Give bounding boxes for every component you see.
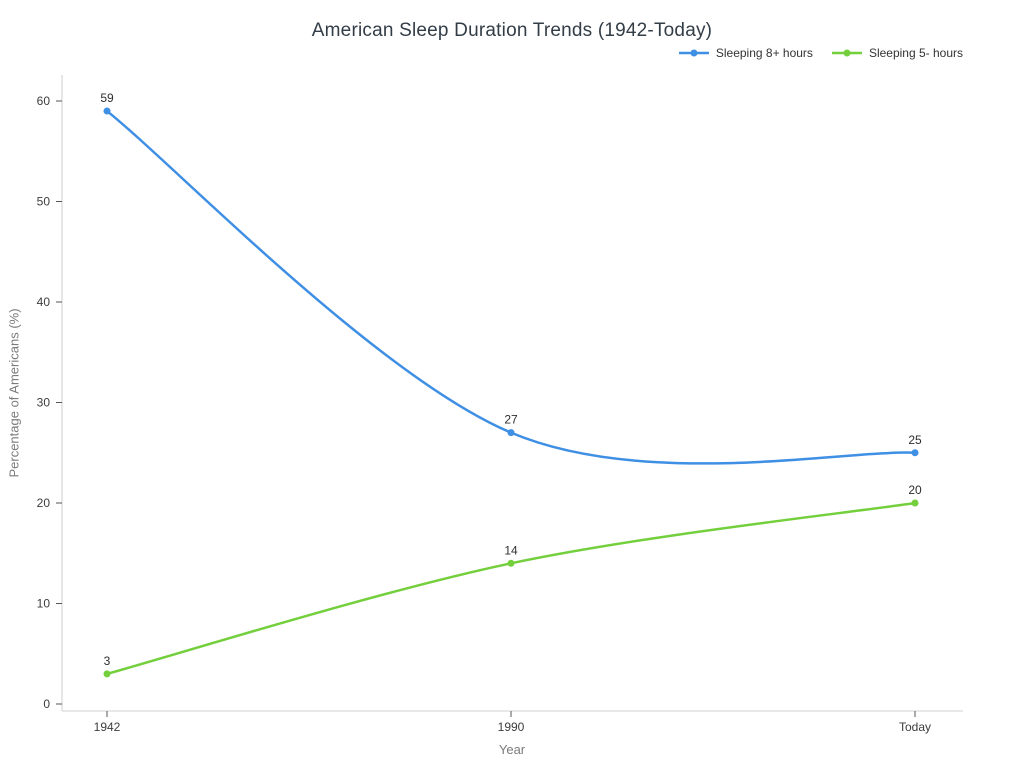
data-point[interactable] — [507, 559, 515, 567]
legend-item-sleeping-8plus[interactable]: Sleeping 8+ hours — [678, 46, 813, 60]
y-tick-label: 60 — [37, 94, 51, 108]
series-line-0 — [105, 109, 917, 465]
legend-label: Sleeping 5- hours — [868, 46, 963, 60]
y-tick-label: 30 — [37, 396, 51, 410]
series-line-1 — [105, 501, 917, 676]
chart-title: American Sleep Duration Trends (1942-Tod… — [311, 20, 713, 41]
y-tick-label: 40 — [37, 295, 51, 309]
data-point[interactable] — [507, 429, 515, 437]
x-axis-title: Year — [498, 742, 526, 757]
data-point[interactable] — [103, 670, 111, 678]
y-axis-title: Percentage of Americans (%) — [6, 308, 22, 478]
point-label: 27 — [504, 413, 518, 427]
y-tick-label: 0 — [43, 697, 50, 711]
x-tick-label: 1942 — [94, 720, 121, 734]
legend-label: Sleeping 8+ hours — [715, 46, 813, 60]
point-label: 14 — [504, 543, 518, 557]
data-point[interactable] — [103, 107, 111, 115]
point-label: 20 — [908, 483, 922, 497]
legend-swatch — [831, 49, 862, 57]
legend-swatch — [678, 49, 709, 57]
data-point[interactable] — [911, 449, 919, 457]
y-tick-label: 50 — [37, 195, 51, 209]
x-tick-label: Today — [899, 720, 931, 734]
y-tick-label: 10 — [37, 597, 51, 611]
point-label: 59 — [100, 91, 114, 105]
legend-item-sleeping-5minus[interactable]: Sleeping 5- hours — [831, 46, 963, 60]
point-label: 25 — [908, 433, 922, 447]
data-point[interactable] — [911, 499, 919, 507]
y-tick-label: 20 — [37, 496, 51, 510]
x-tick-label: 1990 — [498, 720, 525, 734]
legend: Sleeping 8+ hours Sleeping 5- hours — [678, 46, 963, 60]
point-label: 3 — [104, 654, 111, 668]
